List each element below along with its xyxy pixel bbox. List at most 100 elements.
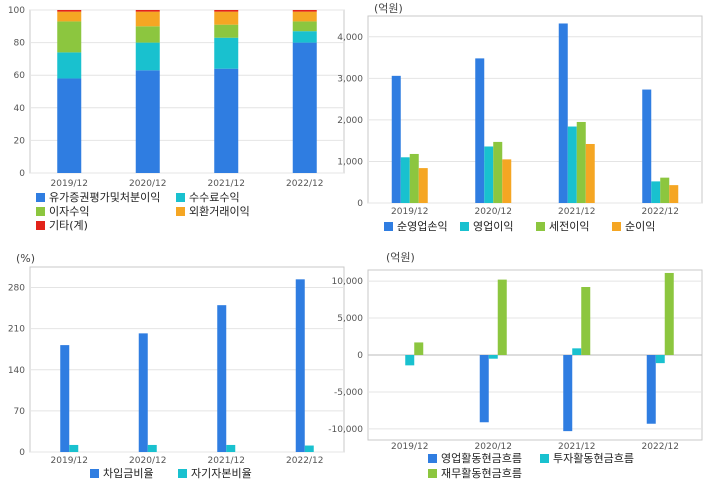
bar xyxy=(660,177,670,203)
bar xyxy=(646,355,656,424)
legend-swatch xyxy=(90,469,99,478)
bar xyxy=(292,42,317,173)
x-tick-label: 2022/12 xyxy=(286,456,323,466)
x-tick-label: 2020/12 xyxy=(129,179,166,189)
x-tick-label: 2020/12 xyxy=(475,442,512,452)
legend-swatch xyxy=(178,469,187,478)
x-tick-label: 2021/12 xyxy=(208,456,245,466)
bar xyxy=(502,159,512,203)
bar xyxy=(479,355,489,423)
y-tick-label: 60 xyxy=(14,71,26,81)
x-tick-label: 2019/12 xyxy=(391,442,428,452)
bar xyxy=(214,68,239,173)
legend-swatch xyxy=(460,222,469,231)
y-tick-label: 0 xyxy=(357,351,363,361)
y-tick-label: 100 xyxy=(8,6,25,16)
bar xyxy=(214,10,239,12)
bar xyxy=(576,121,586,203)
bar xyxy=(57,10,82,12)
legend-swatch xyxy=(428,454,437,463)
legend-label: 순이익 xyxy=(625,220,655,233)
bar xyxy=(493,141,503,203)
plot-area xyxy=(29,266,345,453)
bar xyxy=(292,21,317,32)
x-tick-label: 2022/12 xyxy=(642,442,679,452)
bar xyxy=(135,70,160,173)
bar xyxy=(304,445,314,452)
x-tick-label: 2020/12 xyxy=(475,207,512,217)
bar xyxy=(655,355,665,364)
y-tick-label: 10,000 xyxy=(332,277,364,287)
y-tick-label: 0 xyxy=(19,169,25,179)
bar xyxy=(295,279,305,452)
bar xyxy=(669,185,679,203)
bar xyxy=(405,355,415,366)
legend-swatch xyxy=(36,193,45,202)
bar xyxy=(60,345,70,452)
x-tick-label: 2020/12 xyxy=(129,456,166,466)
x-tick-label: 2022/12 xyxy=(642,207,679,217)
legend-swatch xyxy=(536,222,545,231)
y-tick-label: 80 xyxy=(14,39,26,49)
x-tick-label: 2021/12 xyxy=(558,207,595,217)
legend-swatch xyxy=(428,469,437,478)
legend-label: 이자수익 xyxy=(49,205,89,218)
legend-swatch xyxy=(384,222,393,231)
bar xyxy=(135,26,160,43)
legend-label: 세전이익 xyxy=(549,220,589,233)
legend-label: 자기자본비율 xyxy=(191,467,252,480)
bar xyxy=(563,355,573,432)
bar xyxy=(400,157,410,203)
legend-label: 영업활동현금흐름 xyxy=(441,451,522,465)
chart-3: 0 70 140 210 280 (%) 2019/12 2020/12 2021/12 2022… xyxy=(8,252,345,480)
legend-label: 기타(계) xyxy=(49,219,88,232)
bar xyxy=(409,153,419,203)
y-tick-label: 1,000 xyxy=(337,157,363,167)
y-tick-label: 5,000 xyxy=(337,314,363,324)
bar xyxy=(484,146,494,203)
bar xyxy=(581,287,591,355)
chart-4: -10,000 -5,000 0 5,000 10,000 (억원) 2019/12 2020… xyxy=(328,251,703,480)
bar xyxy=(214,11,239,25)
bar xyxy=(57,21,82,53)
y-tick-label: 4,000 xyxy=(337,33,363,43)
x-tick-label: 2022/12 xyxy=(286,179,323,189)
legend-swatch xyxy=(540,454,549,463)
y-tick-label: 0 xyxy=(19,448,25,458)
y-tick-label: 280 xyxy=(8,284,25,294)
x-tick-label: 2021/12 xyxy=(558,442,595,452)
bar xyxy=(585,143,595,203)
legend: 순영업손익 영업이익 세전이익 순이익 xyxy=(384,220,655,233)
bar xyxy=(292,31,317,43)
bar xyxy=(642,89,652,203)
legend-swatch xyxy=(612,222,621,231)
bar xyxy=(57,78,82,173)
y-tick-label: 20 xyxy=(14,136,26,146)
bar xyxy=(558,23,568,204)
bar xyxy=(664,272,674,355)
y-tick-label: 40 xyxy=(14,104,26,114)
bar xyxy=(69,444,79,452)
bar xyxy=(572,348,582,355)
bar xyxy=(217,305,227,452)
legend-swatch xyxy=(176,207,185,216)
unit-label: (억원) xyxy=(374,2,403,15)
bar xyxy=(135,10,160,12)
y-tick-label: 70 xyxy=(14,407,26,417)
legend-label: 순영업손익 xyxy=(397,220,448,233)
legend-label: 영업이익 xyxy=(473,220,513,233)
bar xyxy=(292,10,317,12)
chart-1: 0 20 40 60 80 100 2019/12 2020/12 2021/12 2022/12… xyxy=(8,6,345,232)
bar xyxy=(135,42,160,71)
y-tick-label: 140 xyxy=(8,366,25,376)
bar xyxy=(488,355,498,359)
bar xyxy=(418,168,428,203)
plot-area xyxy=(29,9,345,174)
x-tick-label: 2019/12 xyxy=(391,207,428,217)
bar xyxy=(497,279,507,355)
bar xyxy=(135,11,160,27)
unit-label: (%) xyxy=(16,252,35,265)
x-tick-label: 2019/12 xyxy=(51,179,88,189)
